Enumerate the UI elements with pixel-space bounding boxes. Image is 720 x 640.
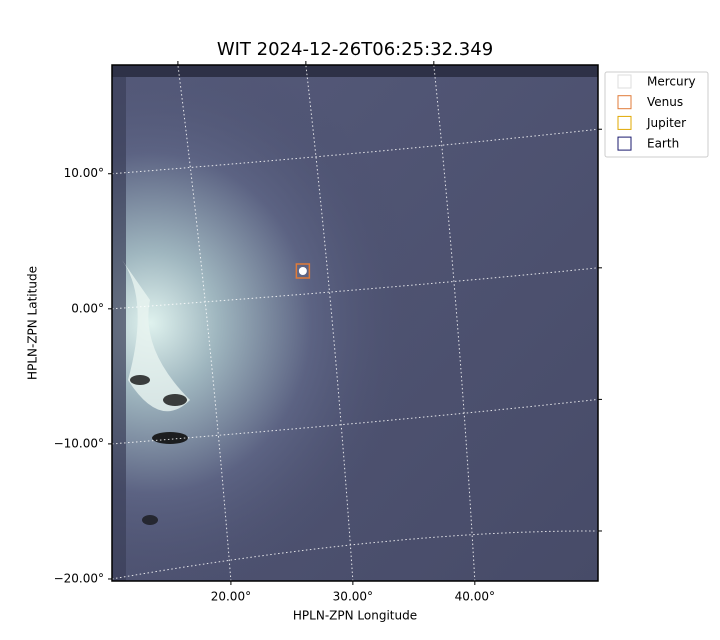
image bbox=[112, 65, 598, 581]
chart-title: WIT 2024-12-26T06:25:32.349 bbox=[217, 39, 493, 60]
grid-line bbox=[112, 398, 598, 445]
legend bbox=[604, 71, 709, 158]
planet-marker bbox=[295, 263, 311, 279]
y-tick-label: −10.00° bbox=[54, 436, 104, 450]
x-axis-label: HPLN-ZPN Longitude bbox=[293, 609, 417, 623]
legend-label: Mercury bbox=[647, 75, 696, 89]
x-tick-label: 40.00° bbox=[455, 590, 495, 604]
planet-glow bbox=[298, 266, 307, 275]
grid-line bbox=[112, 530, 598, 580]
legend-label: Jupiter bbox=[646, 116, 686, 130]
grid bbox=[112, 65, 598, 581]
legend-swatch bbox=[617, 136, 632, 151]
y-tick-label: 10.00° bbox=[64, 166, 104, 180]
y-tick-label: 0.00° bbox=[71, 301, 104, 315]
y-axis-label: HPLN-ZPN Latitude bbox=[26, 266, 40, 380]
legend-swatch bbox=[617, 95, 632, 110]
legend-swatch bbox=[617, 74, 632, 89]
axes-frame bbox=[111, 64, 599, 582]
legend-label: Venus bbox=[647, 95, 683, 109]
grid-line bbox=[112, 267, 598, 310]
x-tick-label: 20.00° bbox=[211, 590, 251, 604]
grid-line bbox=[112, 128, 598, 175]
y-tick-label: −20.00° bbox=[54, 571, 104, 585]
legend-label: Earth bbox=[647, 137, 679, 151]
legend-swatch bbox=[617, 115, 632, 130]
x-tick-label: 30.00° bbox=[333, 590, 373, 604]
